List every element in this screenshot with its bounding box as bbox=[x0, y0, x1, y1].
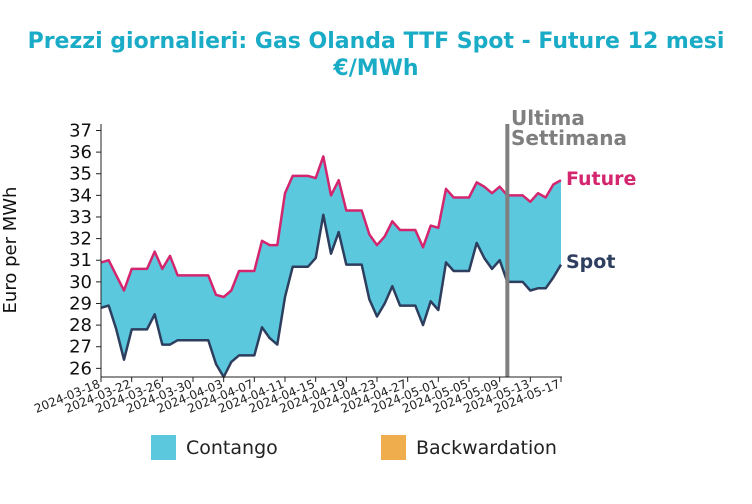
future-series-line bbox=[100, 155, 562, 299]
spot-series-line bbox=[100, 213, 563, 379]
y-tick-label: 36 bbox=[69, 142, 92, 163]
contango-area bbox=[101, 156, 561, 377]
y-tick-label: 30 bbox=[69, 272, 92, 293]
spot-series-label: Spot bbox=[566, 251, 615, 273]
legend-label-contango: Contango bbox=[186, 437, 278, 459]
y-tick-label: 37 bbox=[69, 120, 92, 141]
y-tick-label: 29 bbox=[69, 293, 92, 314]
chart-subtitle: €/MWh bbox=[332, 56, 418, 81]
y-tick-label: 31 bbox=[69, 250, 92, 271]
annotation-line2: Settimana bbox=[511, 126, 627, 150]
y-axis-label: Euro per MWh bbox=[0, 187, 21, 314]
future-series-label: Future bbox=[566, 168, 636, 190]
y-tick-label: 33 bbox=[69, 207, 92, 228]
y-tick-label: 34 bbox=[69, 185, 92, 206]
legend-label-backwardation: Backwardation bbox=[416, 437, 557, 459]
y-tick-label: 28 bbox=[69, 315, 92, 336]
legend-swatch-contango bbox=[151, 435, 176, 460]
y-tick-label: 27 bbox=[69, 337, 92, 358]
series-lines-group bbox=[100, 155, 563, 379]
y-tick-label: 26 bbox=[69, 358, 92, 379]
legend-swatch-backwardation bbox=[381, 435, 406, 460]
contango-area-group bbox=[101, 156, 561, 377]
annotation-line1: Ultima bbox=[511, 106, 585, 130]
y-tick-label: 35 bbox=[69, 164, 92, 185]
x-ticks-group: 2024-03-182024-03-222024-03-262024-03-30… bbox=[32, 377, 562, 416]
y-tick-label: 32 bbox=[69, 229, 92, 250]
chart-title: Prezzi giornalieri: Gas Olanda TTF Spot … bbox=[28, 29, 725, 54]
